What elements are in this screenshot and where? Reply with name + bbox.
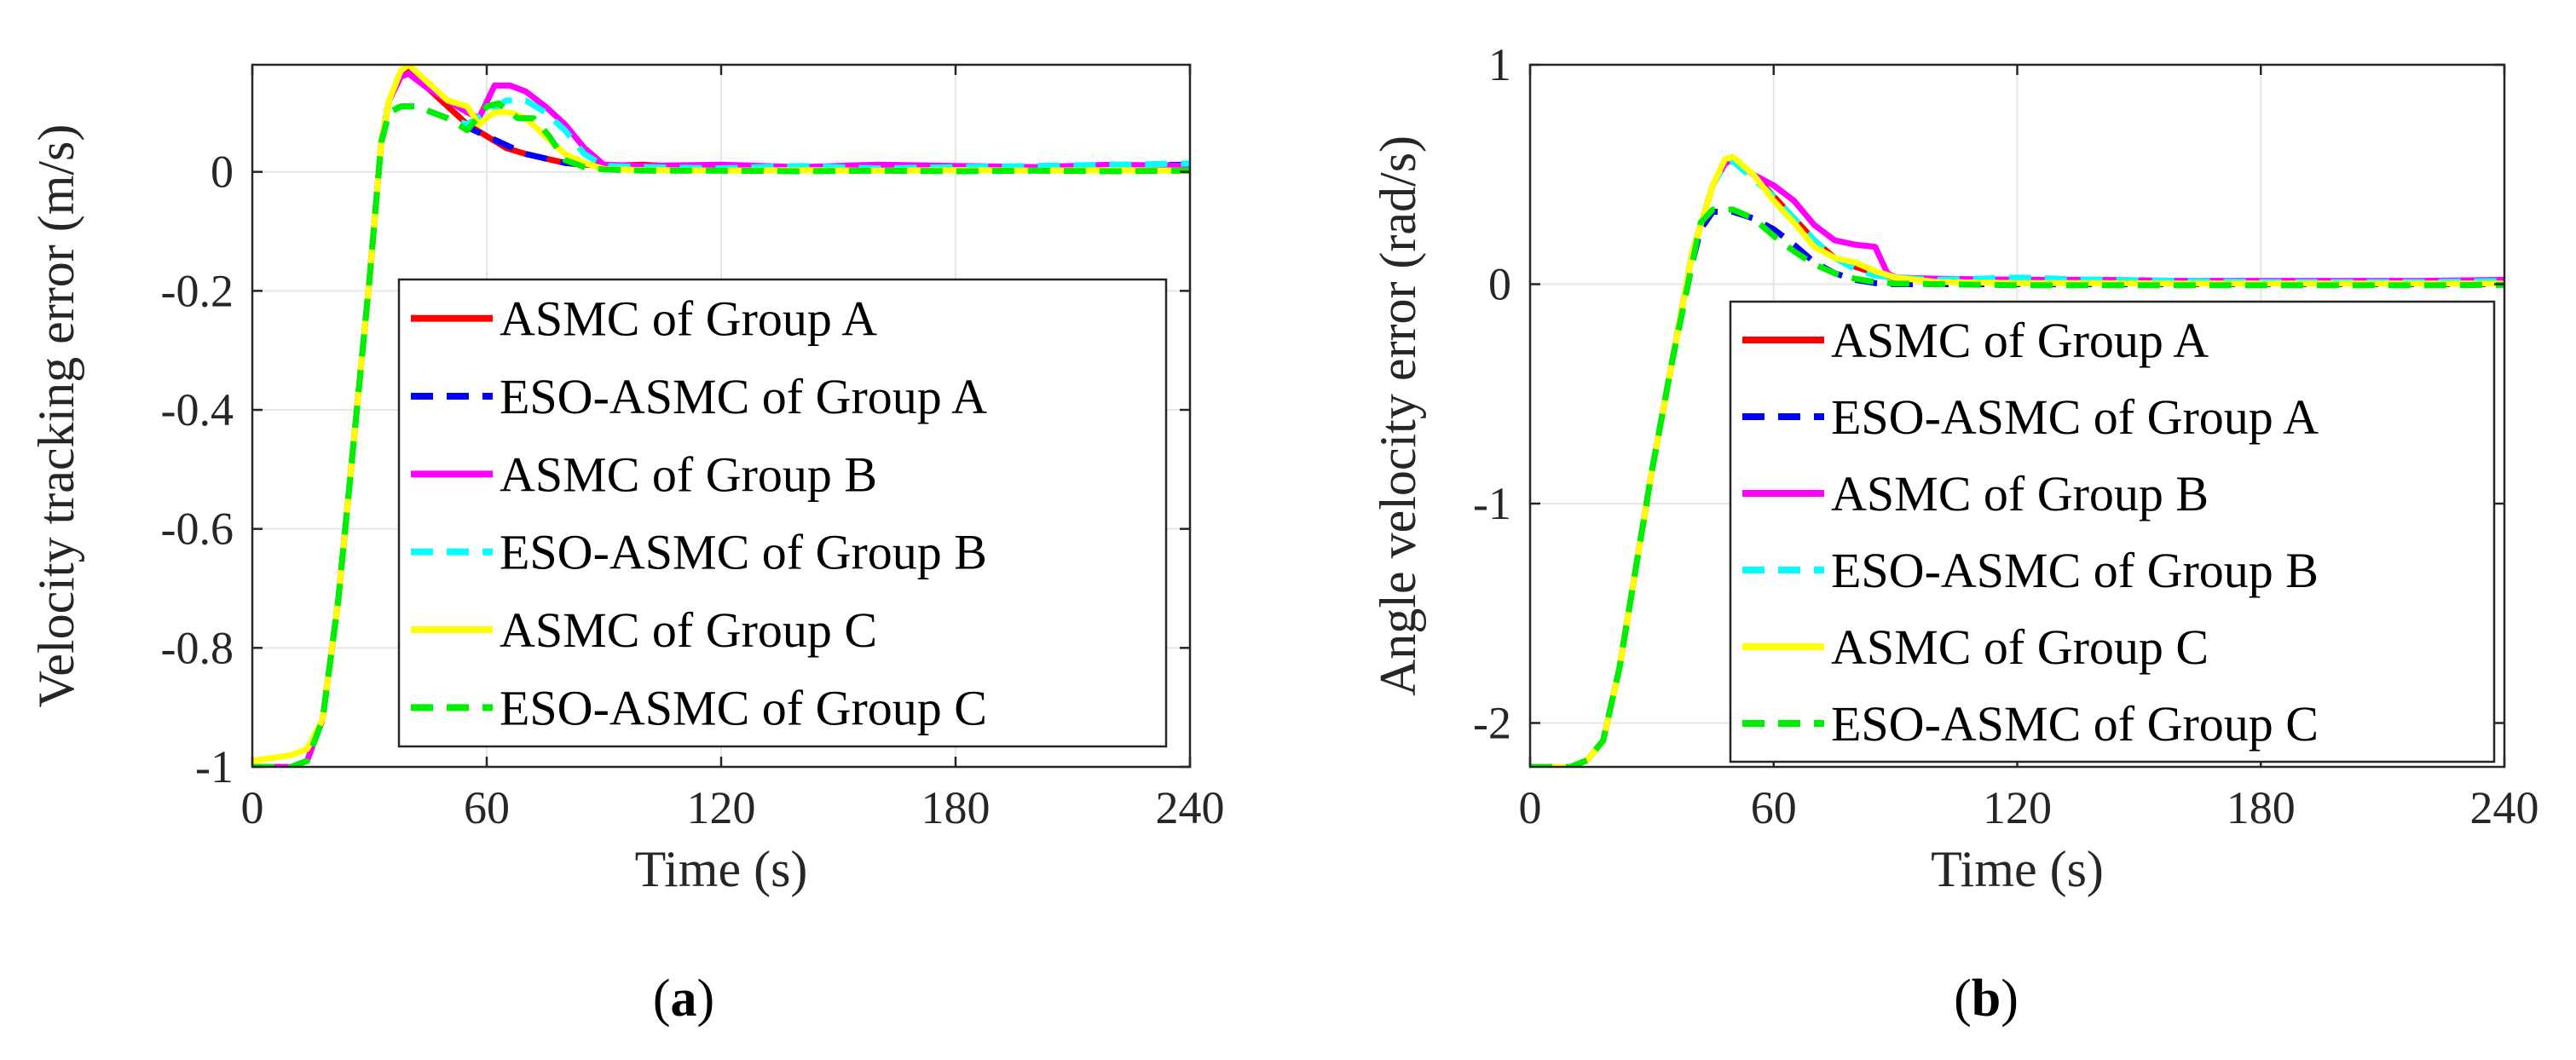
legend-box xyxy=(397,278,1168,748)
x-tick-label: 120 xyxy=(1983,782,2052,833)
legend-label-6: ESO-ASMC of Group C xyxy=(1831,696,2319,752)
legend-label-5: ASMC of Group C xyxy=(500,602,877,658)
legend-box xyxy=(1729,300,2496,763)
panel-label-a: (a) xyxy=(653,970,714,1028)
y-tick-label: -0.2 xyxy=(161,265,234,316)
legend: ASMC of Group A ESO-ASMC of Group A ASMC o… xyxy=(397,278,1168,748)
legend-label-4: ESO-ASMC of Group B xyxy=(500,525,987,580)
x-axis-label: Time (s) xyxy=(1931,841,2104,897)
series-line-5 xyxy=(252,65,1190,764)
x-tick-label: 0 xyxy=(1519,782,1542,833)
y-tick-label: -0.6 xyxy=(161,504,234,555)
y-axis-label: Velocity tracking error (m/s) xyxy=(28,124,84,708)
series-group xyxy=(252,65,1190,767)
legend-label-1: ASMC of Group A xyxy=(1831,313,2209,368)
series-line-6 xyxy=(252,100,1190,767)
y-tick-label: -0.8 xyxy=(161,622,234,673)
x-tick-label: 180 xyxy=(2227,782,2296,833)
x-tick-label: 0 xyxy=(241,782,264,833)
legend-label-3: ASMC of Group B xyxy=(500,446,877,502)
legend-label-1: ASMC of Group A xyxy=(500,291,877,347)
x-tick-label: 240 xyxy=(2470,782,2539,833)
legend-label-3: ASMC of Group B xyxy=(1831,466,2209,521)
chart-panel-b: 0 60 120 180 240 -2 -1 0 1 Time (s) Angle velocity… xyxy=(1370,39,2539,897)
legend: ASMC of Group A ESO-ASMC of Group A ASMC o… xyxy=(1729,300,2496,763)
legend-label-2: ESO-ASMC of Group A xyxy=(1831,389,2319,445)
series-line-6 xyxy=(1530,206,2504,767)
y-tick-label: -1 xyxy=(195,741,234,792)
y-tick-label: 0 xyxy=(1488,259,1511,310)
legend-label-4: ESO-ASMC of Group B xyxy=(1831,543,2319,598)
x-tick-label: 60 xyxy=(464,782,510,833)
legend-label-2: ESO-ASMC of Group A xyxy=(500,369,987,424)
x-tick-label: 180 xyxy=(921,782,991,833)
y-tick-label: 1 xyxy=(1488,39,1511,90)
x-tick-label: 120 xyxy=(687,782,756,833)
legend-label-6: ESO-ASMC of Group C xyxy=(500,680,987,735)
y-axis-label: Angle velocity error (rad/s) xyxy=(1370,135,1426,696)
legend-label-5: ASMC of Group C xyxy=(1831,619,2209,675)
x-axis-label: Time (s) xyxy=(635,841,808,897)
y-tick-label: -1 xyxy=(1473,478,1511,529)
y-tick-label: -0.4 xyxy=(161,384,234,435)
y-tick-label: 0 xyxy=(211,147,234,198)
panel-label-a-letter: a xyxy=(671,970,697,1028)
series-group xyxy=(1530,153,2504,767)
panel-label-b-letter: b xyxy=(1972,970,2001,1028)
y-tick-label: -2 xyxy=(1473,698,1511,749)
x-tick-label: 240 xyxy=(1156,782,1225,833)
chart-panel-a: 0 60 120 180 240 -1 -0.8 -0.6 -0.4 -0.2 0 Time (s) V… xyxy=(28,63,1225,897)
x-tick-label: 60 xyxy=(1751,782,1797,833)
panel-label-b: (b) xyxy=(1954,970,2019,1028)
